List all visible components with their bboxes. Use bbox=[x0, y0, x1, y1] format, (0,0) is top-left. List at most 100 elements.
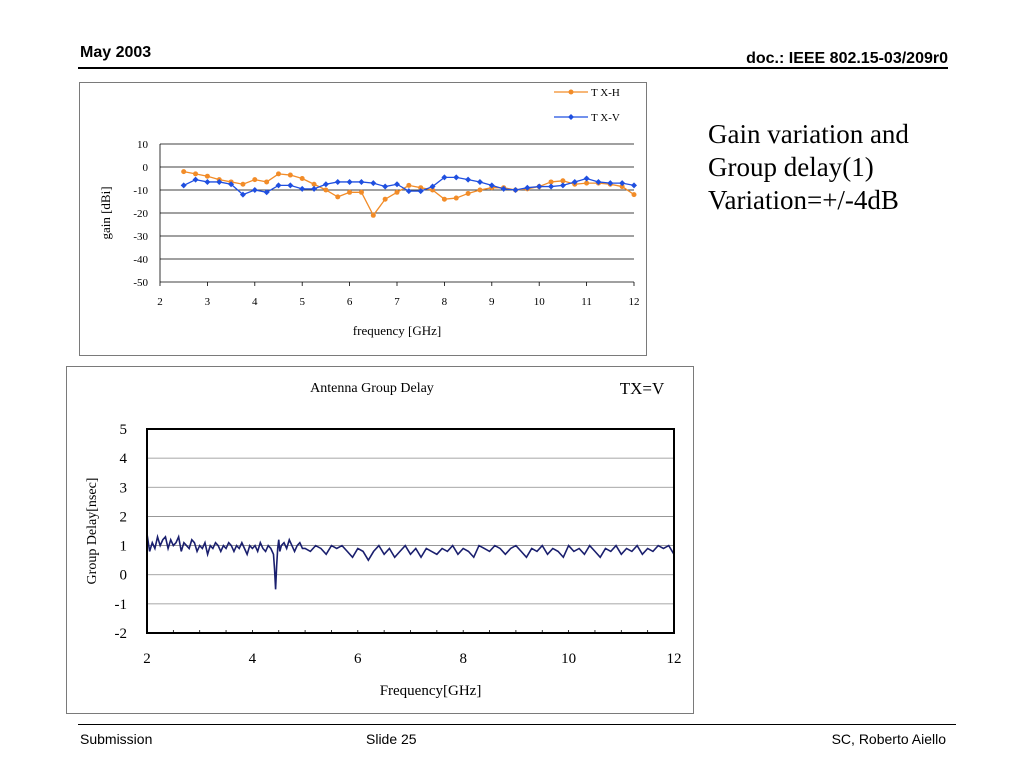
y-tick-label: 1 bbox=[120, 539, 128, 555]
data-point bbox=[287, 172, 293, 178]
data-point bbox=[524, 184, 531, 191]
gain-chart-panel: 10 0 -10 -20 -30 -40 -50 2 3 4 5 6 7 8 9 10 11 12 frequenc… bbox=[79, 82, 647, 356]
x-tick-label: 12 bbox=[629, 296, 640, 308]
data-point bbox=[251, 187, 258, 193]
y-tick-label: -50 bbox=[133, 277, 148, 289]
data-point bbox=[619, 184, 625, 190]
data-point bbox=[394, 189, 400, 195]
y-tick-label: -30 bbox=[133, 231, 148, 243]
y-tick-label: 2 bbox=[120, 509, 128, 525]
footer-slide-number: Slide 25 bbox=[366, 731, 417, 747]
legend-label: T X-H bbox=[591, 87, 620, 99]
data-point bbox=[430, 187, 436, 193]
footer-rule bbox=[78, 724, 956, 725]
x-tick-label: 3 bbox=[205, 296, 211, 308]
data-point bbox=[465, 176, 472, 183]
data-point bbox=[335, 194, 341, 200]
data-point bbox=[239, 191, 246, 198]
footer-author: SC, Roberto Aiello bbox=[831, 731, 946, 747]
x-tick-label: 6 bbox=[347, 296, 353, 308]
data-point bbox=[299, 176, 305, 181]
data-point bbox=[228, 181, 235, 188]
side-text-line-3: Variation=+/-4dB bbox=[708, 185, 899, 215]
chart-annotation: TX=V bbox=[620, 379, 665, 398]
y-tick-label: 10 bbox=[137, 139, 149, 151]
data-point bbox=[536, 183, 543, 190]
y-tick-label: 5 bbox=[120, 422, 128, 438]
data-point bbox=[477, 187, 483, 193]
data-point bbox=[417, 188, 424, 195]
data-point bbox=[323, 187, 329, 193]
legend-marker bbox=[568, 89, 574, 95]
y-tick-label: -2 bbox=[115, 626, 128, 642]
data-point bbox=[619, 180, 626, 187]
data-point bbox=[465, 190, 471, 196]
y-tick-label: -40 bbox=[133, 254, 148, 266]
data-point bbox=[631, 192, 637, 198]
data-point bbox=[193, 171, 199, 177]
data-point bbox=[346, 178, 353, 185]
data-point bbox=[287, 182, 294, 189]
data-point bbox=[584, 180, 590, 186]
data-point bbox=[311, 185, 318, 192]
y-tick-label: -1 bbox=[115, 597, 128, 613]
data-point bbox=[240, 181, 246, 187]
side-text: Gain variation and Group delay(1) Variat… bbox=[708, 118, 909, 217]
header-date: May 2003 bbox=[80, 44, 152, 61]
x-tick-label: 2 bbox=[157, 296, 163, 308]
data-point bbox=[500, 185, 507, 192]
x-tick-label: 9 bbox=[489, 296, 495, 308]
x-tick-label: 11 bbox=[581, 296, 592, 308]
x-axis-label: Frequency[GHz] bbox=[380, 683, 482, 699]
data-point bbox=[263, 189, 270, 196]
data-point bbox=[488, 182, 495, 189]
x-tick-label: 5 bbox=[299, 296, 305, 308]
data-point bbox=[204, 173, 210, 179]
y-tick-label: 0 bbox=[120, 568, 128, 584]
x-tick-label: 8 bbox=[442, 296, 448, 308]
data-point bbox=[334, 178, 341, 185]
data-point bbox=[382, 196, 388, 202]
x-tick-label: 2 bbox=[143, 651, 151, 667]
chart-title: Antenna Group Delay bbox=[310, 381, 434, 396]
data-point bbox=[180, 182, 187, 189]
legend-marker bbox=[568, 114, 574, 120]
data-point bbox=[405, 188, 412, 195]
data-point bbox=[181, 169, 187, 175]
data-point bbox=[571, 178, 578, 185]
data-point bbox=[560, 178, 566, 184]
x-tick-label: 8 bbox=[459, 651, 467, 667]
data-point bbox=[276, 171, 281, 177]
header-rule bbox=[78, 67, 948, 69]
data-point bbox=[441, 196, 447, 202]
data-point bbox=[418, 185, 424, 191]
header-doc-id: doc.: IEEE 802.15-03/209r0 bbox=[746, 50, 948, 67]
x-tick-label: 10 bbox=[561, 651, 576, 667]
y-tick-label: 3 bbox=[120, 480, 128, 496]
plot-area-frame bbox=[146, 428, 675, 634]
data-point bbox=[275, 182, 282, 189]
data-point bbox=[370, 180, 377, 187]
data-point bbox=[252, 177, 258, 183]
data-point bbox=[595, 178, 602, 185]
data-point bbox=[476, 178, 483, 185]
y-axis-label: Group Delay[nsec] bbox=[85, 478, 100, 585]
x-tick-label: 7 bbox=[394, 296, 400, 308]
series-line-1 bbox=[146, 533, 675, 590]
data-point bbox=[548, 183, 555, 190]
y-axis-label: gain [dBi] bbox=[98, 186, 113, 239]
side-text-line-2: Group delay(1) bbox=[708, 152, 874, 182]
data-point bbox=[347, 189, 353, 195]
data-point bbox=[394, 181, 400, 188]
y-tick-label: -20 bbox=[133, 208, 148, 220]
data-point bbox=[311, 181, 317, 187]
x-axis-label: frequency [GHz] bbox=[353, 323, 441, 338]
data-point bbox=[406, 182, 412, 188]
data-point bbox=[216, 178, 223, 185]
legend-label: T X-V bbox=[591, 112, 620, 124]
data-point bbox=[429, 183, 436, 190]
x-tick-label: 12 bbox=[667, 651, 682, 667]
side-text-line-1: Gain variation and bbox=[708, 119, 909, 149]
data-point bbox=[512, 187, 519, 193]
